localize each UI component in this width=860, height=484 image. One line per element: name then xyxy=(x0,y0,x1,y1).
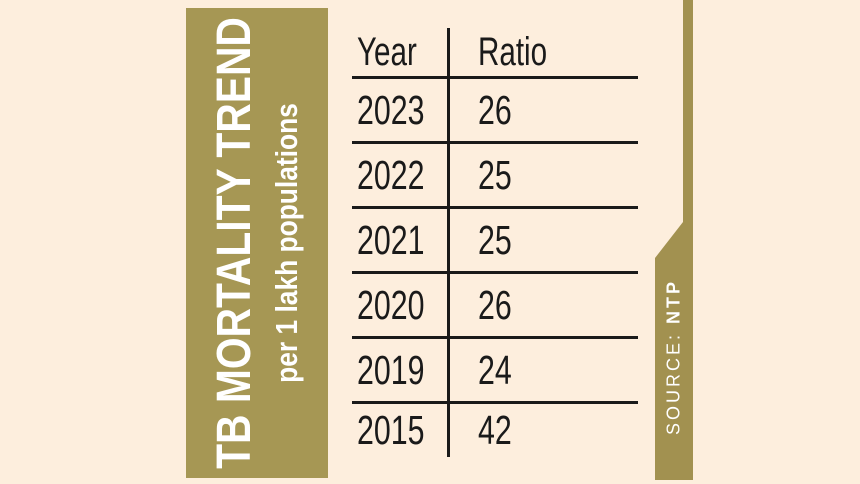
table-row: 2019 24 xyxy=(352,339,638,404)
infographic-subtitle: per 1 lakh populations xyxy=(269,103,304,383)
year-value: 2021 xyxy=(357,216,425,263)
infographic-title: TB MORTALITY TREND xyxy=(208,17,261,469)
table-row: 2021 25 xyxy=(352,209,638,274)
ratio-value: 25 xyxy=(478,216,512,263)
mortality-table: Year Ratio 2023 26 2022 25 2021 xyxy=(352,28,638,457)
ratio-cell: 42 xyxy=(447,404,638,457)
ratio-cell: 26 xyxy=(447,274,638,336)
column-header-year: Year xyxy=(352,28,447,76)
ratio-value: 24 xyxy=(478,346,512,393)
ratio-cell: 25 xyxy=(447,209,638,271)
ratio-value: 42 xyxy=(478,407,512,453)
source-value-text: NTP xyxy=(663,278,684,324)
ratio-cell: 24 xyxy=(447,339,638,401)
year-value: 2022 xyxy=(357,151,425,198)
table-row: 2015 42 xyxy=(352,404,638,457)
year-value: 2015 xyxy=(357,407,425,453)
ratio-value: 26 xyxy=(478,86,512,133)
year-cell: 2015 xyxy=(352,404,447,457)
ratio-value: 25 xyxy=(478,151,512,198)
ratio-value: 26 xyxy=(478,281,512,328)
source-ribbon xyxy=(655,0,693,480)
year-cell: 2022 xyxy=(352,144,447,206)
column-header-ratio: Ratio xyxy=(447,28,638,76)
year-value: 2020 xyxy=(357,281,425,328)
ratio-header-label: Ratio xyxy=(478,29,548,74)
year-value: 2023 xyxy=(357,86,425,133)
year-header-label: Year xyxy=(357,29,417,74)
table-row: 2023 26 xyxy=(352,79,638,144)
year-cell: 2023 xyxy=(352,79,447,141)
year-cell: 2020 xyxy=(352,274,447,336)
source-label-text: SOURCE: xyxy=(663,332,684,436)
year-value: 2019 xyxy=(357,346,425,393)
title-banner: TB MORTALITY TREND per 1 lakh population… xyxy=(186,8,328,478)
ratio-cell: 25 xyxy=(447,144,638,206)
source-attribution: SOURCE: NTP xyxy=(664,279,685,435)
year-cell: 2019 xyxy=(352,339,447,401)
table-row: 2020 26 xyxy=(352,274,638,339)
title-banner-text: TB MORTALITY TREND per 1 lakh population… xyxy=(208,17,305,469)
table-row: 2022 25 xyxy=(352,144,638,209)
table-header-row: Year Ratio xyxy=(352,28,638,79)
year-cell: 2021 xyxy=(352,209,447,271)
ratio-cell: 26 xyxy=(447,79,638,141)
